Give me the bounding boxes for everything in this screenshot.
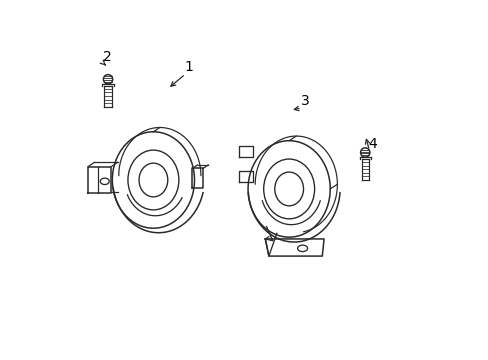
Text: 2: 2: [102, 50, 111, 64]
Text: 4: 4: [368, 137, 377, 151]
Text: 1: 1: [184, 60, 193, 75]
Text: 3: 3: [300, 94, 309, 108]
